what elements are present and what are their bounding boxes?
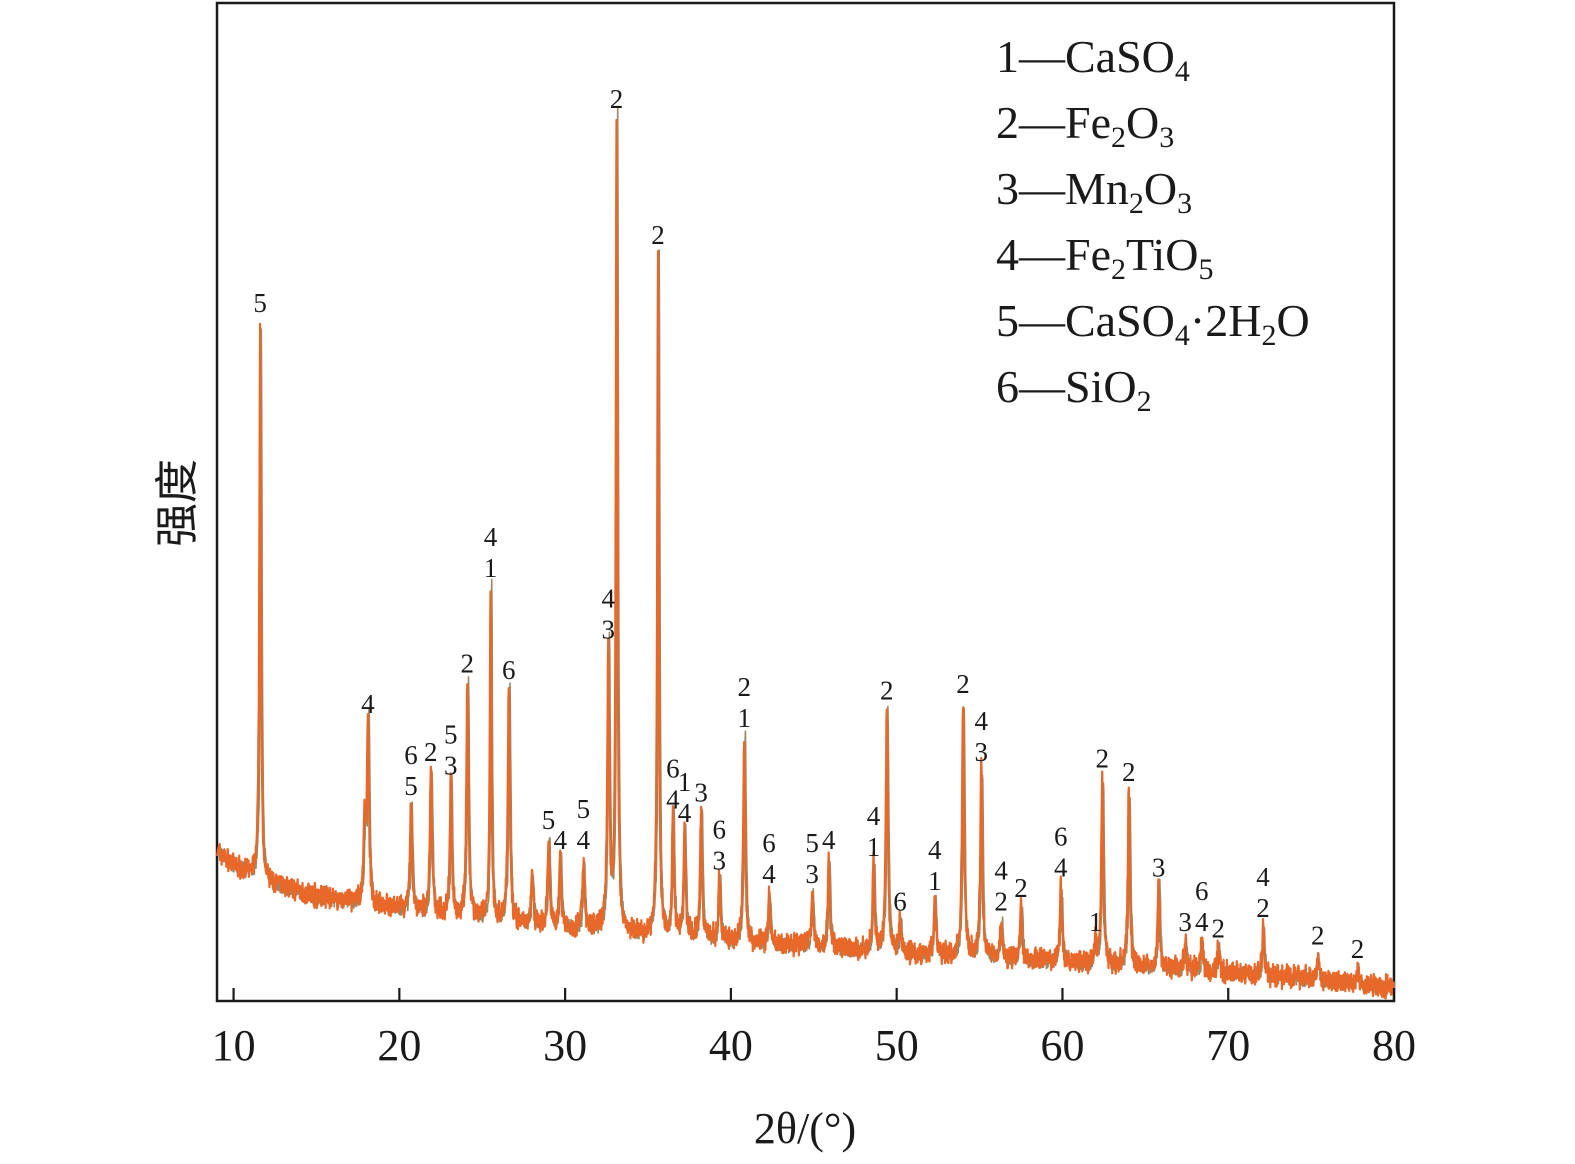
- x-tick-label: 80: [1372, 1021, 1416, 1070]
- x-axis-title: 2θ/(°): [754, 1104, 856, 1153]
- peak-label: 3: [694, 778, 708, 808]
- peak-label: 1: [867, 832, 881, 862]
- peak-label: 2: [1212, 914, 1226, 944]
- peak-label: 4: [666, 784, 680, 814]
- peak-label: 2: [1014, 873, 1028, 903]
- legend: 1—CaSO4 2—Fe2O3 3—Mn2O3 4—Fe2TiO5 5—CaSO4·2H…: [996, 31, 1310, 418]
- peak-label: 6: [404, 740, 418, 770]
- peak-label: 2: [737, 672, 751, 702]
- peak-label: 3: [974, 737, 988, 767]
- peak-label: 6: [1054, 821, 1068, 851]
- peak-label: 1: [1089, 907, 1103, 937]
- series-layer: [215, 106, 1396, 1000]
- peak-label: 2: [1256, 893, 1270, 923]
- peak-label: 5: [253, 288, 267, 318]
- peak-label: 2: [424, 737, 438, 767]
- peak-label: 4: [1256, 862, 1270, 892]
- x-tick-label: 40: [709, 1021, 753, 1070]
- x-tick-label: 30: [543, 1021, 587, 1070]
- x-tick-label: 50: [875, 1021, 919, 1070]
- peak-label: 5: [404, 771, 418, 801]
- peak-label: 3: [1178, 907, 1192, 937]
- peak-label: 5: [577, 794, 591, 824]
- peak-label: 4: [361, 689, 375, 719]
- peak-label: 4: [974, 706, 988, 736]
- peak-label: 1: [484, 553, 498, 583]
- legend-entry-1: 1—CaSO4: [996, 31, 1190, 88]
- legend-entry-6: 6—SiO2: [996, 361, 1152, 418]
- peak-label: 6: [666, 753, 680, 783]
- peak-label: 2: [1311, 920, 1325, 950]
- peak-label: 2: [880, 676, 894, 706]
- legend-entry-3: 3—Mn2O3: [996, 163, 1192, 220]
- peak-label: 6: [502, 655, 516, 685]
- peak-label: 3: [805, 859, 819, 889]
- peak-label: 4: [762, 859, 776, 889]
- legend-entry-5: 5—CaSO4·2H2O: [996, 295, 1310, 352]
- x-tick-label: 20: [377, 1021, 421, 1070]
- peak-label: 5: [444, 719, 458, 749]
- peak-label: 2: [461, 648, 475, 678]
- peak-label: 3: [601, 614, 615, 644]
- y-axis-title: 强度: [153, 459, 202, 547]
- peak-label: 4: [1195, 907, 1209, 937]
- peak-label: 4: [867, 801, 881, 831]
- legend-entry-4: 4—Fe2TiO5: [996, 229, 1213, 286]
- peak-label: 5: [805, 828, 819, 858]
- peak-label: 2: [1351, 934, 1365, 964]
- peak-label: 4: [994, 855, 1008, 885]
- peak-label: 2: [1095, 744, 1109, 774]
- xrd-trace: [215, 118, 1396, 1000]
- peak-label: 6: [1195, 876, 1209, 906]
- peak-label: 3: [444, 750, 458, 780]
- peak-label: 2: [1122, 757, 1136, 787]
- peak-label: 4: [577, 825, 591, 855]
- peak-label: 4: [553, 825, 567, 855]
- peak-label: 4: [484, 522, 498, 552]
- peak-label: 6: [713, 815, 727, 845]
- peak-label: 4: [822, 825, 836, 855]
- peak-label: 1: [737, 703, 751, 733]
- peak-label: 5: [542, 805, 556, 835]
- peak-label: 2: [994, 886, 1008, 916]
- peak-label: 2: [610, 84, 624, 114]
- plot-area: 5465253241654544322641436321645344126412…: [215, 1, 1396, 1003]
- xrd-trace-shadow: [217, 106, 1396, 996]
- x-tick-label: 60: [1041, 1021, 1085, 1070]
- peak-label: 2: [651, 220, 665, 250]
- legend-entry-2: 2—Fe2O3: [996, 97, 1174, 154]
- x-axis: 10 20 30 40 50 60 70 80: [212, 988, 1416, 1070]
- peak-label: 4: [928, 835, 942, 865]
- peak-label: 4: [601, 583, 615, 613]
- peak-label: 2: [956, 669, 970, 699]
- peak-label: 3: [1152, 852, 1166, 882]
- peak-label: 6: [893, 886, 907, 916]
- peak-label: 6: [762, 828, 776, 858]
- peak-label: 3: [713, 846, 727, 876]
- peak-label: 4: [1054, 852, 1068, 882]
- peak-label: 1: [928, 866, 942, 896]
- peak-label-layer: 5465253241654544322641436321645344126412…: [253, 84, 1364, 964]
- peak-label: 4: [678, 798, 692, 828]
- x-tick-label: 10: [212, 1021, 256, 1070]
- x-tick-label: 70: [1206, 1021, 1250, 1070]
- peak-label: 1: [678, 767, 692, 797]
